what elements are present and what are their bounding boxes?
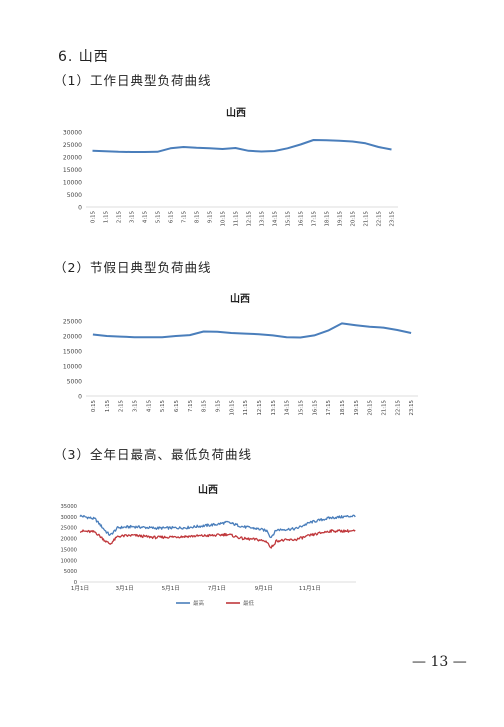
x-tick-label: 22:15: [377, 211, 383, 227]
x-tick-label: 9:15: [215, 400, 221, 412]
x-tick-label: 2:15: [117, 211, 123, 223]
x-tick-label: 13:15: [260, 211, 266, 227]
x-tick-label: 20:15: [351, 211, 357, 227]
y-tick-label: 35000: [60, 504, 77, 510]
x-tick-label: 3:15: [130, 211, 136, 223]
x-tick-label: 22:15: [395, 400, 401, 416]
x-tick-label: 11:15: [243, 400, 249, 416]
x-tick-label: 7:15: [188, 400, 194, 412]
x-tick-label: 5月1日: [162, 585, 180, 592]
x-tick-label: 21:15: [381, 400, 387, 416]
y-tick-label: 0: [74, 580, 77, 586]
x-tick-label: 1:15: [104, 211, 110, 223]
chart-holiday-svg: 山西 0 5000 10000 15000 20000 25000 0:15 1:15 2:15 3…: [63, 292, 418, 416]
y-tick-label: 5000: [67, 192, 82, 199]
series-line-min: [79, 529, 356, 549]
series-line: [92, 139, 392, 153]
x-tick-label: 17:15: [312, 211, 318, 227]
y-tick-label: 20000: [60, 537, 77, 543]
x-tick-label: 0:15: [91, 211, 97, 223]
x-tick-label: 12:15: [247, 211, 253, 227]
y-tick-label: 10000: [63, 364, 82, 371]
y-tick-label: 30000: [63, 130, 82, 137]
x-tick-label: 11月1日: [299, 585, 321, 592]
page-number: — 13 —: [412, 654, 467, 670]
x-tick-label: 9:15: [208, 211, 214, 223]
chart-workday: 山西 0 5000 10000 15000 20000 25000 30000 0:15 1:15…: [58, 94, 406, 227]
x-tick-label: 6:15: [169, 211, 175, 223]
chart-holiday: 山西 0 5000 10000 15000 20000 25000 0:15 1:15 2:15 3…: [58, 283, 423, 420]
subheading-workday: （1）工作日典型负荷曲线: [54, 73, 212, 88]
x-tick-label: 17:15: [326, 400, 332, 416]
y-tick-label: 30000: [60, 515, 77, 521]
x-tick-label: 15:15: [298, 400, 304, 416]
x-tick-label: 1:15: [105, 400, 111, 412]
x-tick-label: 8:15: [202, 400, 208, 412]
x-tick-label: 4:15: [146, 400, 152, 412]
x-tick-label: 8:15: [195, 211, 201, 223]
y-tick-label: 10000: [60, 558, 77, 564]
y-tick-label: 0: [78, 394, 82, 401]
x-tick-label: 3:15: [132, 400, 138, 412]
x-tick-label: 14:15: [285, 400, 291, 416]
x-tick-label: 16:15: [312, 400, 318, 416]
series-line: [92, 322, 412, 339]
y-tick-label: 25000: [63, 319, 82, 326]
x-tick-label: 19:15: [338, 211, 344, 227]
x-tick-label: 5:15: [156, 211, 162, 223]
x-tick-label: 14:15: [273, 211, 279, 227]
x-tick-label: 10:15: [221, 211, 227, 227]
y-tick-label: 25000: [63, 142, 82, 149]
x-tick-label: 15:15: [286, 211, 292, 227]
x-tick-label: 9月1日: [255, 585, 273, 592]
x-tick-label: 16:15: [299, 211, 305, 227]
x-tick-label: 0:15: [91, 400, 97, 412]
x-tick-label: 6:15: [174, 400, 180, 412]
legend-label: 最低: [243, 599, 255, 607]
y-tick-label: 10000: [63, 180, 82, 187]
y-tick-label: 15000: [63, 349, 82, 356]
x-tick-label: 3月1日: [115, 585, 133, 592]
x-tick-label: 7:15: [182, 211, 188, 223]
x-tick-label: 2:15: [119, 400, 125, 412]
subheading-holiday: （2）节假日典型负荷曲线: [54, 260, 212, 275]
y-tick-label: 0: [78, 205, 82, 212]
x-tick-label: 12:15: [257, 400, 263, 416]
x-tick-label: 21:15: [364, 211, 370, 227]
subheading-annual: （3）全年日最高、最低负荷曲线: [54, 447, 252, 462]
y-tick-label: 15000: [60, 547, 77, 553]
x-tick-label: 10:15: [229, 400, 235, 416]
x-tick-label: 23:15: [409, 400, 415, 416]
x-tick-label: 1月1日: [71, 585, 89, 592]
y-tick-label: 5000: [64, 569, 77, 575]
x-tick-label: 18:15: [325, 211, 331, 227]
y-tick-label: 15000: [63, 167, 82, 174]
section-heading: 6. 山西: [58, 49, 109, 65]
y-tick-label: 25000: [60, 526, 77, 532]
chart-annual: 山西 0 5000 10000 15000 20000 25000 30000 35000 1月1…: [58, 473, 361, 615]
x-tick-label: 20:15: [368, 400, 374, 416]
legend-label: 最高: [193, 599, 205, 607]
chart-title: 山西: [198, 483, 218, 496]
x-tick-label: 5:15: [160, 400, 166, 412]
x-tick-label: 7月1日: [208, 585, 226, 592]
chart-workday-svg: 山西 0 5000 10000 15000 20000 25000 30000 0:15 1:15…: [63, 106, 398, 227]
chart-annual-svg: 山西 0 5000 10000 15000 20000 25000 30000 35000 1月1…: [60, 483, 356, 607]
x-tick-label: 23:15: [390, 211, 396, 227]
y-tick-label: 20000: [63, 334, 82, 341]
chart-title: 山西: [226, 106, 246, 119]
x-tick-label: 13:15: [271, 400, 277, 416]
y-tick-label: 20000: [63, 155, 82, 162]
x-tick-label: 18:15: [340, 400, 346, 416]
x-tick-label: 4:15: [143, 211, 149, 223]
chart-title: 山西: [230, 292, 250, 305]
x-tick-label: 11:15: [234, 211, 240, 227]
y-tick-label: 5000: [67, 379, 82, 386]
x-tick-label: 19:15: [354, 400, 360, 416]
series-line-max: [79, 514, 356, 539]
